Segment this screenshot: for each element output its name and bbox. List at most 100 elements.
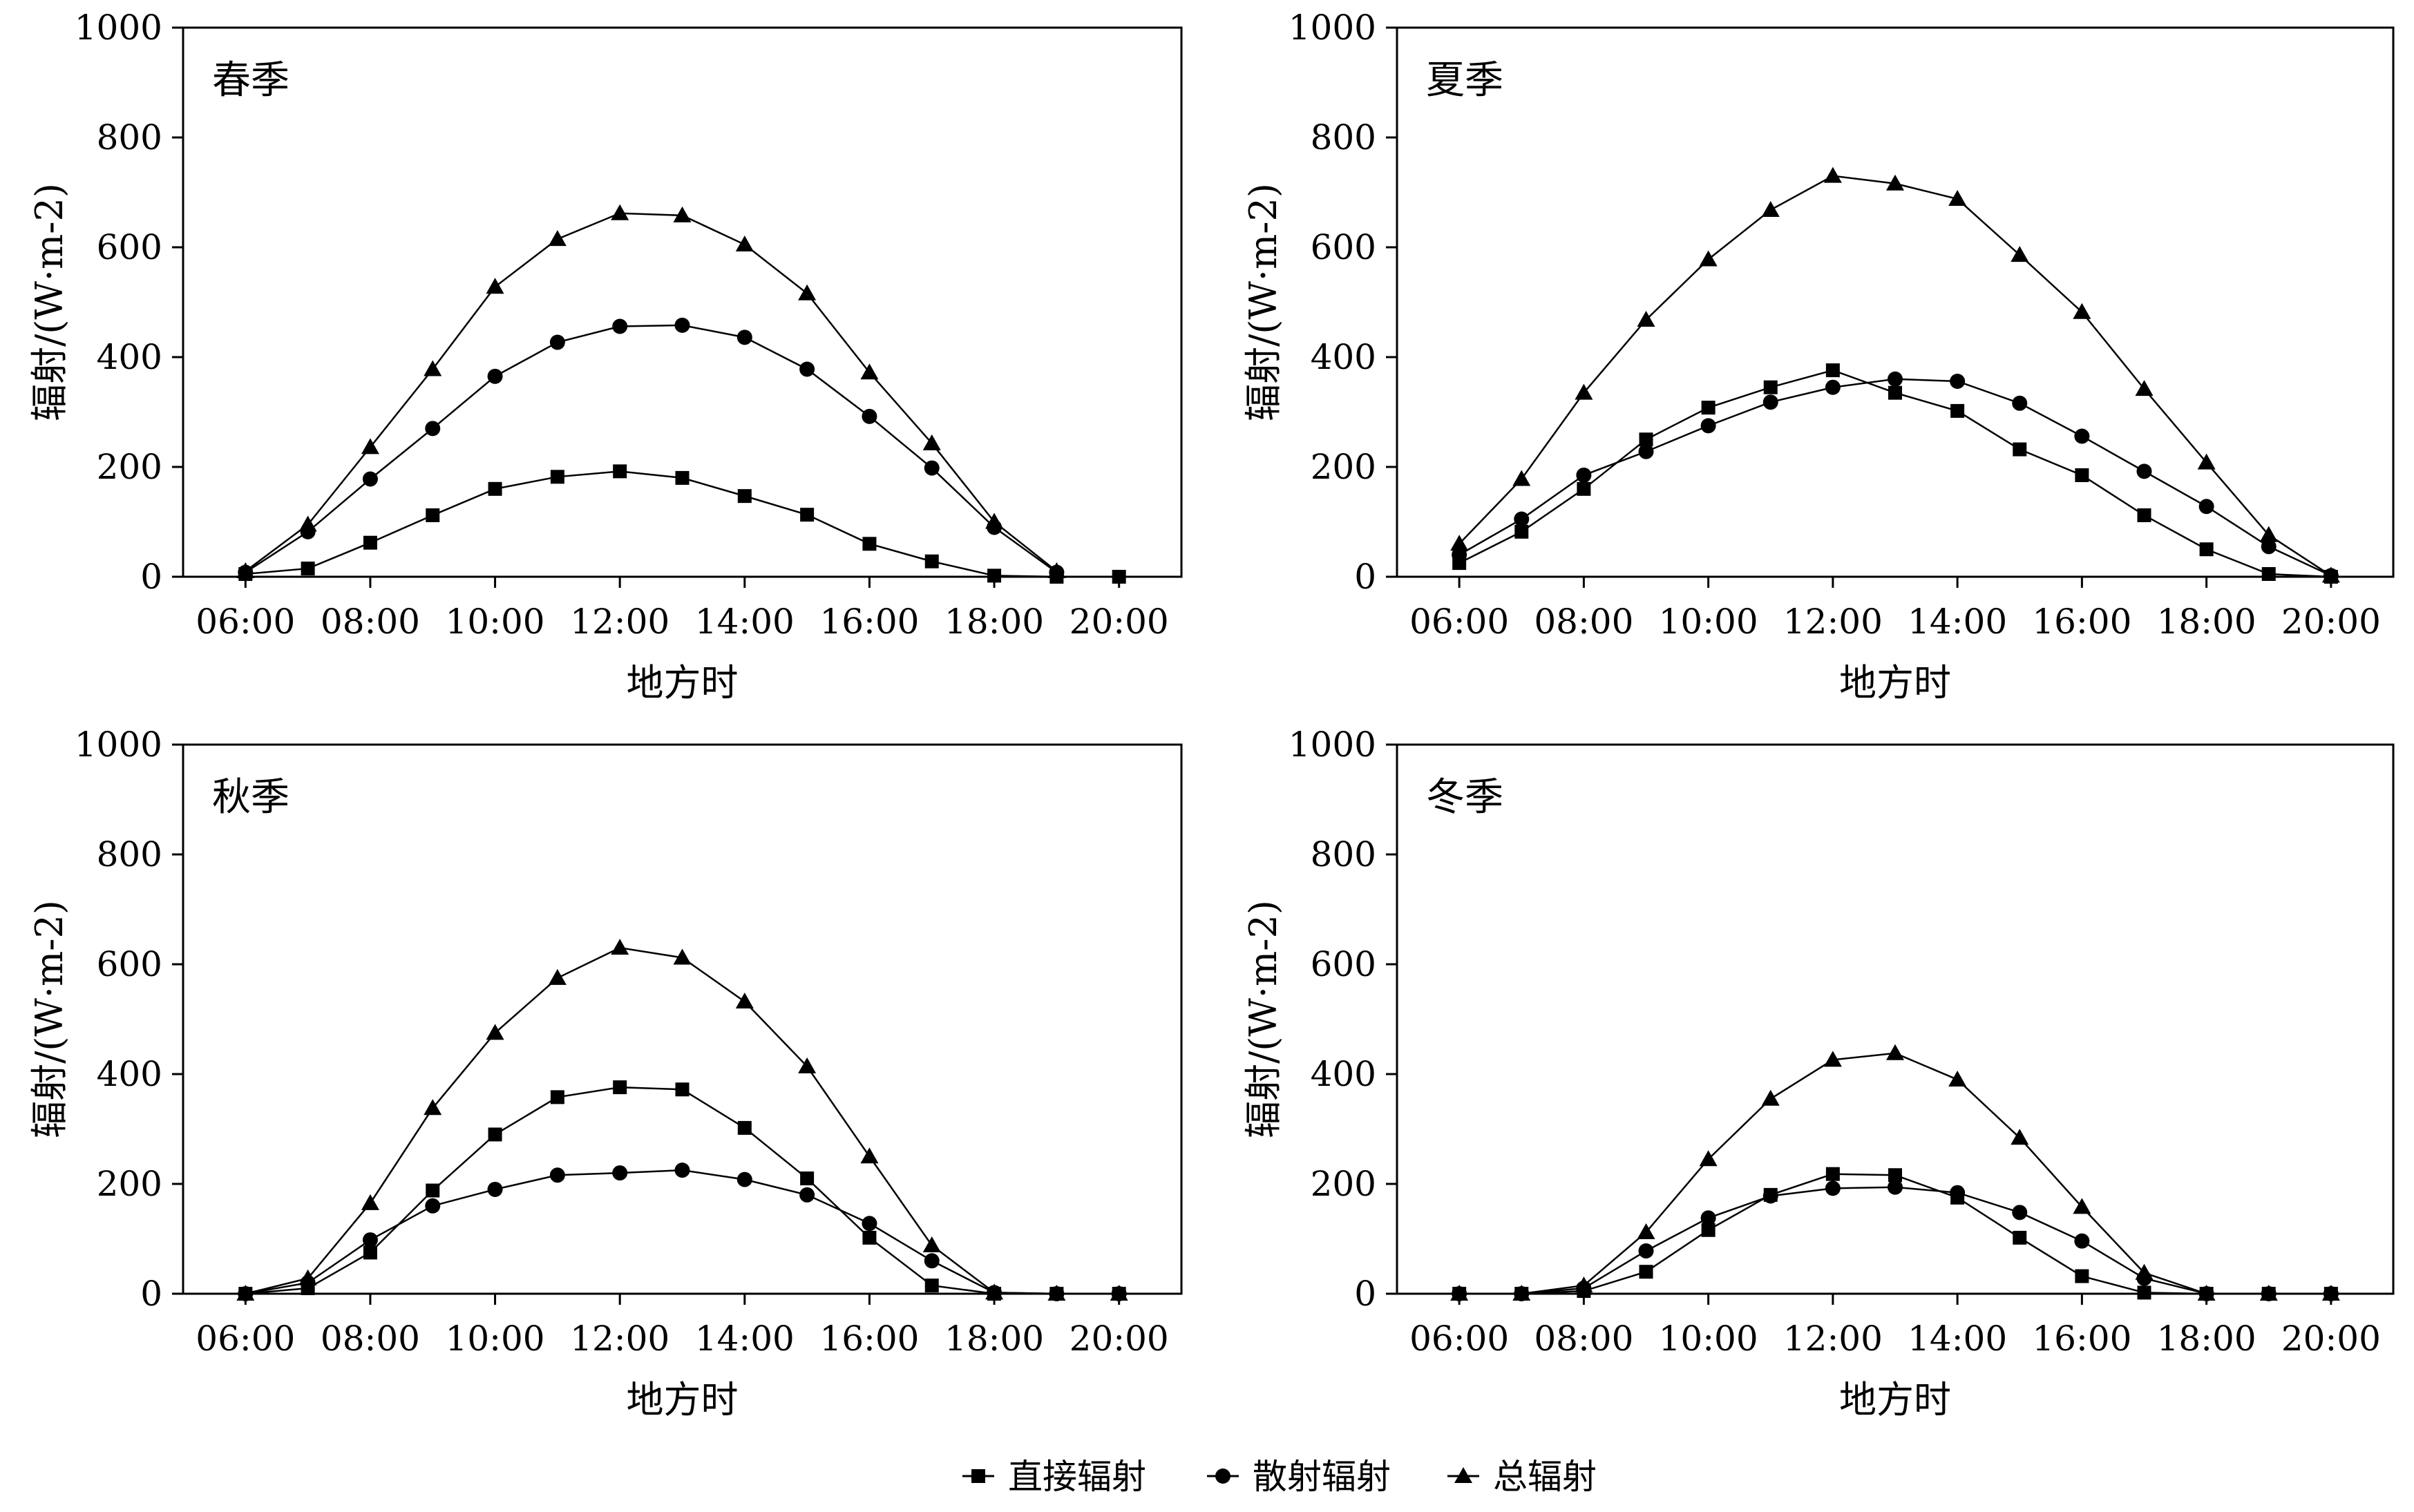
data-point <box>674 1162 690 1178</box>
data-point <box>2137 508 2151 522</box>
y-tick-label: 1000 <box>1289 8 1376 48</box>
x-tick-label: 20:00 <box>1070 602 1169 642</box>
data-point <box>613 1080 627 1095</box>
data-point <box>1950 1185 1966 1200</box>
legend-item: 总辐射 <box>1447 1457 1597 1497</box>
data-point <box>1047 1285 1066 1301</box>
data-point <box>424 1099 442 1116</box>
plot-frame <box>182 26 1183 578</box>
legend-marker <box>1215 1468 1230 1484</box>
data-point <box>736 329 752 345</box>
data-point <box>486 1024 504 1040</box>
y-tick-label: 0 <box>1354 557 1376 597</box>
data-point <box>1886 1044 1904 1060</box>
data-point <box>1699 250 1718 267</box>
data-point <box>612 318 628 334</box>
x-tick-label: 12:00 <box>1783 602 1883 642</box>
y-tick-label: 600 <box>1311 227 1376 267</box>
data-point <box>2137 1285 2151 1300</box>
y-axis-title: 辐射/(W·m-2) <box>1242 900 1285 1138</box>
data-point <box>862 1216 877 1232</box>
data-point <box>548 968 567 985</box>
data-point <box>2013 1230 2027 1245</box>
x-tick-label: 16:00 <box>819 1319 919 1359</box>
x-tick-label: 20:00 <box>2281 1319 2381 1359</box>
data-point <box>674 317 690 333</box>
data-point <box>1888 1179 1903 1195</box>
data-point <box>1761 1089 1780 1106</box>
data-point <box>361 438 379 454</box>
data-point <box>2259 1285 2278 1301</box>
panel-title: 秋季 <box>212 775 289 820</box>
x-tick-label: 08:00 <box>1534 602 1633 642</box>
data-point <box>1948 190 1967 207</box>
x-tick-label: 12:00 <box>570 1319 669 1359</box>
data-point <box>675 470 690 485</box>
data-point <box>1637 1223 1655 1239</box>
y-tick-label: 800 <box>1311 117 1376 157</box>
data-point <box>236 562 255 579</box>
y-tick-label: 0 <box>140 1274 162 1314</box>
y-tick-label: 200 <box>1311 1164 1376 1204</box>
data-point <box>1888 371 1903 387</box>
data-point <box>924 460 940 476</box>
data-point <box>922 1236 941 1253</box>
legend-item: 直接辐射 <box>962 1457 1146 1497</box>
legend-label: 散射辐射 <box>1253 1457 1391 1497</box>
data-point <box>1514 511 1530 527</box>
data-point <box>1825 363 1840 378</box>
data-point <box>1512 1285 1531 1301</box>
plot-frame <box>182 743 1183 1295</box>
data-point <box>361 1194 379 1210</box>
data-point <box>611 204 629 220</box>
data-point <box>2198 499 2214 515</box>
data-point <box>1112 570 1126 584</box>
series-square <box>238 1080 1126 1301</box>
series-triangle <box>1450 1044 2340 1301</box>
data-point <box>301 562 315 576</box>
data-point <box>2135 380 2154 396</box>
x-tick-label: 14:00 <box>695 602 795 642</box>
series-circle <box>238 317 1065 580</box>
data-point <box>673 948 692 965</box>
x-axis-title: 地方时 <box>627 661 739 705</box>
data-point <box>1047 562 1066 579</box>
data-point <box>1823 166 1842 183</box>
x-tick-label: 20:00 <box>1070 1319 1169 1359</box>
data-point <box>1888 1168 1902 1183</box>
data-point <box>1823 1051 1842 1067</box>
data-point <box>1512 470 1531 486</box>
data-point <box>1886 174 1904 191</box>
data-point <box>1825 379 1841 395</box>
data-point <box>1452 547 1467 563</box>
data-point <box>924 1253 940 1269</box>
data-point <box>1950 373 1966 389</box>
x-tick-label: 06:00 <box>1409 602 1509 642</box>
data-point <box>799 1187 815 1203</box>
data-point <box>799 361 815 377</box>
x-tick-label: 12:00 <box>1783 1319 1883 1359</box>
data-point <box>673 206 692 222</box>
data-point <box>487 368 503 384</box>
data-point <box>736 1171 752 1187</box>
data-point <box>362 471 378 487</box>
y-tick-label: 200 <box>1311 447 1376 487</box>
data-point <box>1450 1285 1469 1301</box>
y-tick-label: 400 <box>1311 337 1376 377</box>
data-point <box>1575 1276 1593 1293</box>
data-point <box>1950 403 1965 418</box>
x-tick-label: 06:00 <box>196 602 295 642</box>
x-tick-label: 12:00 <box>570 602 669 642</box>
data-point <box>611 939 629 955</box>
y-tick-label: 200 <box>97 1164 162 1204</box>
data-point <box>2011 1129 2029 1145</box>
x-axis-title: 地方时 <box>1839 1378 1951 1422</box>
data-point <box>1761 200 1780 217</box>
plot-frame <box>1396 743 2395 1295</box>
data-point <box>426 1183 440 1198</box>
y-tick-label: 0 <box>140 557 162 597</box>
y-tick-label: 800 <box>97 117 162 157</box>
series-triangle <box>236 939 1128 1301</box>
y-tick-label: 1000 <box>1289 725 1376 765</box>
data-point <box>985 1283 1004 1300</box>
